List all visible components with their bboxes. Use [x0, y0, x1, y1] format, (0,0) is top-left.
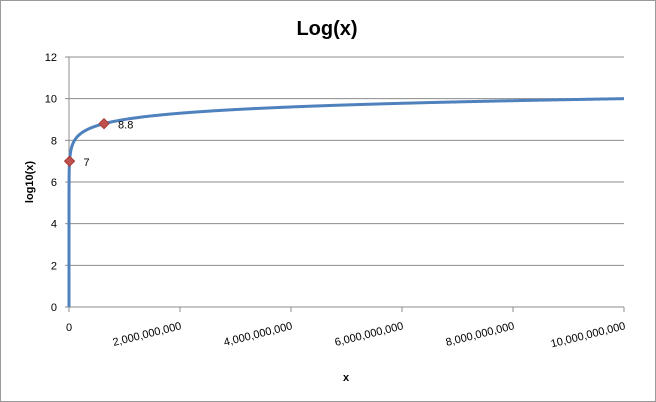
- y-tick-label: 12: [45, 52, 57, 64]
- y-tick-labels: 0 2 4 6 8 10 12: [45, 52, 57, 314]
- x-tick-labels: 0 2,000,000,000 4,000,000,000 6,000,000,000…: [66, 320, 627, 350]
- gridlines: [69, 56, 624, 266]
- x-tick-label: 8,000,000,000: [445, 320, 516, 349]
- data-point-marker: [98, 117, 110, 130]
- x-tick-label: 0: [66, 322, 72, 334]
- y-axis-label: log10(x): [24, 161, 36, 204]
- axes: [65, 56, 625, 312]
- x-tick-label: 10,000,000,000: [550, 320, 627, 350]
- x-tick-label: 4,000,000,000: [223, 320, 294, 349]
- y-tick-label: 6: [51, 177, 57, 189]
- data-label: 8.8: [118, 120, 133, 132]
- y-tick-label: 4: [51, 219, 57, 231]
- y-tick-label: 10: [45, 94, 57, 106]
- x-axis-label: x: [343, 372, 350, 384]
- chart-title: Log(x): [296, 18, 357, 40]
- y-tick-label: 8: [51, 135, 57, 147]
- data-label: 7: [84, 157, 90, 169]
- data-point-marker: [63, 155, 76, 167]
- y-tick-label: 2: [51, 260, 57, 272]
- x-tick-label: 2,000,000,000: [112, 320, 183, 349]
- highlighted-points: 78.8: [63, 117, 133, 169]
- series-layer: [67, 97, 625, 307]
- series-line: [67, 97, 625, 307]
- y-tick-label: 0: [51, 302, 57, 314]
- x-tick-label: 6,000,000,000: [334, 320, 405, 349]
